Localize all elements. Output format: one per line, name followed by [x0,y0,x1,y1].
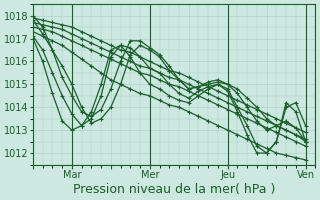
X-axis label: Pression niveau de la mer( hPa ): Pression niveau de la mer( hPa ) [73,183,275,196]
